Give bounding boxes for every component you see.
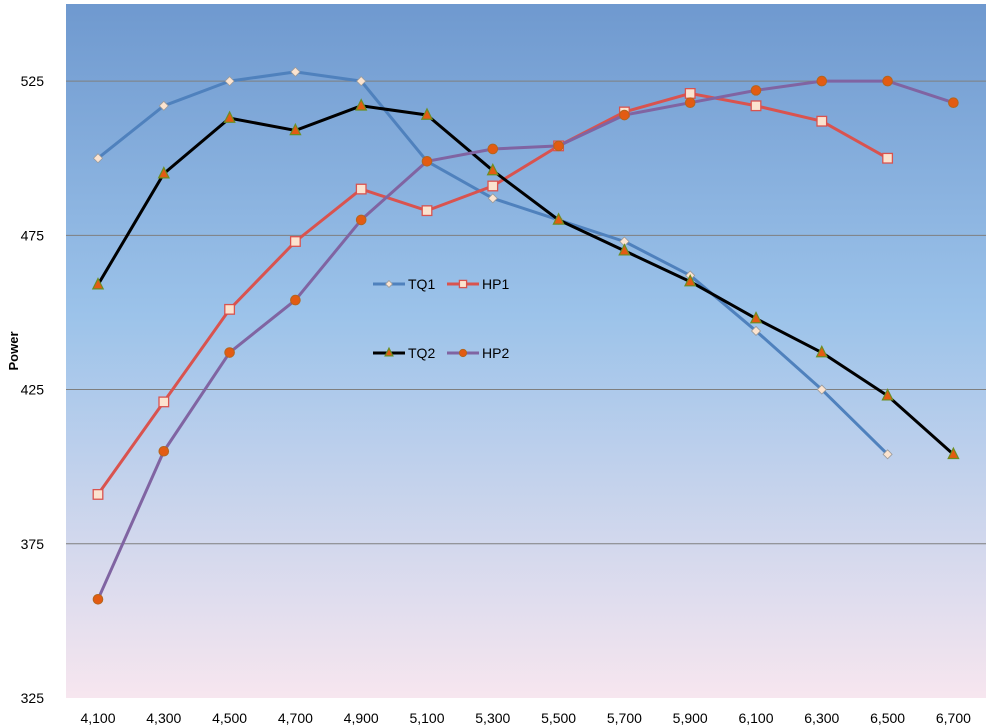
legend: TQ1 HP1 TQ2 HP2	[373, 276, 509, 361]
x-tick-label: 5,300	[475, 710, 510, 726]
data-point-tq2	[552, 212, 565, 225]
data-point-hp2	[290, 294, 301, 306]
x-tick-label: 4,900	[344, 710, 379, 726]
data-point-tq1	[224, 76, 235, 87]
data-point-hp1	[158, 396, 170, 408]
legend-label-tq2: TQ2	[408, 345, 435, 361]
data-point-tq2	[881, 388, 894, 401]
y-tick-label: 425	[21, 382, 45, 398]
data-point-hp2	[487, 143, 499, 155]
data-point-hp2	[948, 97, 959, 109]
data-point-hp2	[619, 109, 630, 121]
x-tick-label: 6,700	[936, 710, 971, 726]
data-point-tq1	[290, 66, 301, 77]
data-point-tq1	[487, 193, 498, 204]
data-point-tq2	[815, 345, 828, 358]
data-point-tq2	[91, 277, 105, 290]
series-hp2	[92, 75, 959, 605]
data-point-hp1	[355, 183, 367, 195]
data-point-tq2	[289, 122, 302, 136]
legend-item-tq1: TQ1	[373, 276, 435, 292]
y-tick-label: 325	[21, 690, 45, 706]
data-point-tq2	[355, 98, 368, 111]
series-tq1	[92, 66, 893, 460]
x-tick-label: 5,900	[673, 710, 708, 726]
data-point-tq2	[947, 446, 960, 460]
data-point-hp2	[224, 347, 235, 358]
legend-marker-tq1	[385, 280, 393, 288]
y-tick-label: 475	[21, 227, 45, 243]
data-point-tq1	[356, 76, 367, 87]
data-point-tq2	[749, 311, 763, 324]
x-tick-label: 4,300	[146, 710, 181, 726]
data-point-hp2	[684, 97, 696, 109]
data-point-tq1	[92, 153, 104, 164]
data-point-hp2	[355, 214, 367, 226]
data-point-hp2	[92, 593, 104, 605]
x-tick-label: 4,100	[80, 710, 115, 726]
series-line-hp2	[96, 79, 954, 600]
legend-item-hp1: HP1	[447, 276, 509, 292]
data-point-hp2	[750, 85, 762, 96]
x-tick-label: 4,500	[212, 710, 247, 726]
data-point-tq1	[882, 449, 893, 460]
data-point-hp2	[816, 75, 828, 87]
legend-label-hp1: HP1	[482, 276, 509, 292]
x-tick-label: 6,100	[738, 710, 773, 726]
series-tq2	[91, 98, 960, 460]
data-point-tq2	[420, 107, 434, 120]
data-point-hp1	[684, 87, 696, 99]
y-tick-labels: 325 375 425 475 525	[21, 73, 45, 706]
data-point-hp1	[487, 180, 499, 192]
x-tick-label: 4,700	[278, 710, 313, 726]
data-point-tq2	[618, 243, 631, 256]
series-hp1	[92, 87, 894, 500]
data-point-hp2	[421, 156, 433, 167]
data-point-tq2	[486, 163, 499, 176]
data-point-tq1	[750, 325, 762, 337]
x-tick-labels: 4,100 4,300 4,500 4,700 4,900 5,100 5,300 5,500…	[80, 710, 971, 726]
x-tick-label: 5,500	[541, 710, 576, 726]
legend-label-hp2: HP2	[482, 345, 509, 361]
y-axis-label: Power	[6, 331, 21, 370]
data-point-tq1	[816, 384, 827, 395]
data-point-hp2	[158, 445, 170, 457]
legend-marker-hp1	[458, 279, 468, 289]
data-point-hp2	[553, 140, 564, 152]
data-point-hp1	[750, 100, 762, 112]
data-point-hp1	[289, 236, 301, 247]
data-point-tq2	[684, 274, 697, 287]
data-point-hp1	[816, 115, 828, 127]
data-point-hp1	[224, 303, 236, 315]
legend-item-hp2: HP2	[447, 345, 509, 361]
data-point-tq1	[158, 100, 169, 111]
x-tick-label: 5,700	[607, 710, 642, 726]
x-tick-label: 6,300	[804, 710, 839, 726]
data-point-hp1	[882, 152, 894, 164]
plot-area	[66, 4, 986, 698]
data-point-hp1	[92, 488, 104, 500]
series-group	[91, 66, 960, 605]
data-point-tq2	[223, 110, 236, 123]
data-point-tq2	[157, 166, 170, 179]
series-line-tq2	[96, 104, 955, 456]
x-tick-label: 6,500	[870, 710, 905, 726]
legend-marker-hp2	[458, 348, 468, 358]
data-point-hp2	[882, 75, 893, 87]
legend-item-tq2: TQ2	[373, 345, 435, 361]
y-tick-label: 525	[21, 73, 45, 89]
y-tick-label: 375	[21, 536, 45, 552]
data-point-hp1	[421, 205, 433, 217]
legend-label-tq1: TQ1	[408, 276, 435, 292]
legend-marker-tq2	[384, 346, 394, 357]
x-tick-label: 5,100	[409, 710, 444, 726]
